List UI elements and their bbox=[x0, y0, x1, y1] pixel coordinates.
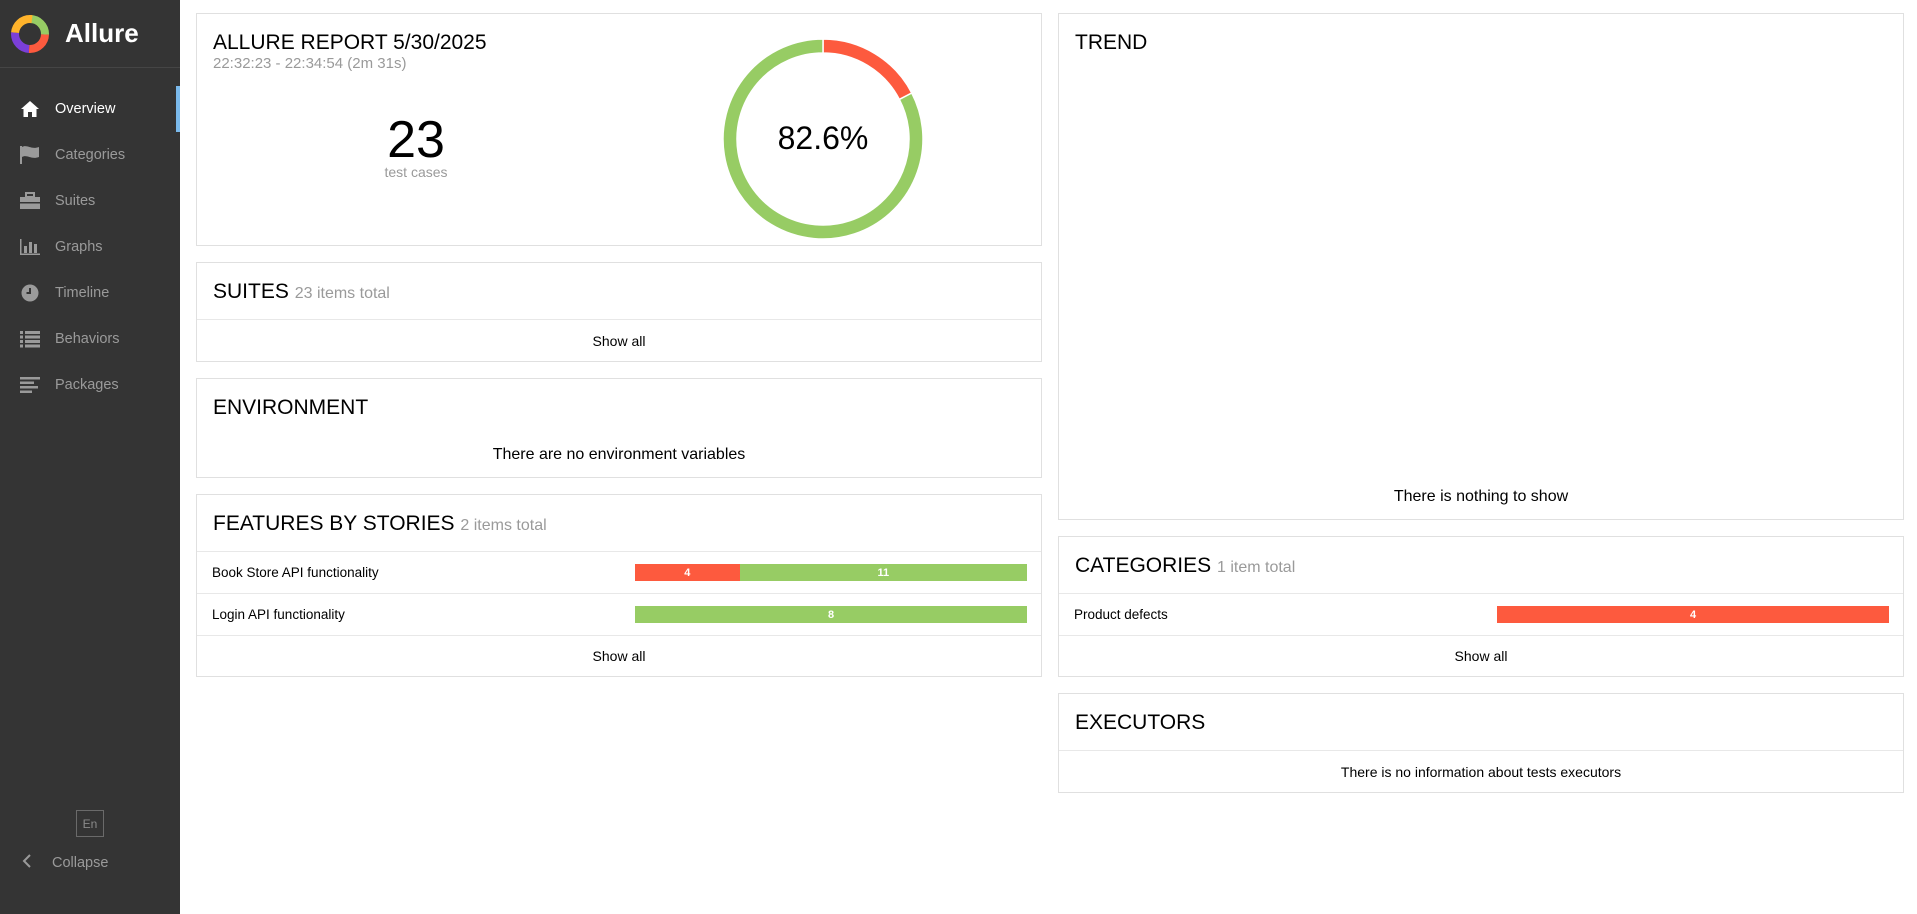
summary-widget: ALLURE REPORT 5/30/2025 22:32:23 - 22:34… bbox=[196, 13, 1042, 246]
feature-status-bar: 4 11 bbox=[635, 564, 1027, 581]
executors-empty-row: There is no information about tests exec… bbox=[1059, 750, 1903, 792]
feature-status-bar: 8 bbox=[635, 606, 1027, 623]
sidebar-item-label: Suites bbox=[55, 193, 96, 209]
home-icon bbox=[18, 98, 42, 120]
sidebar-item-categories[interactable]: Categories bbox=[0, 132, 180, 178]
flag-icon bbox=[18, 144, 42, 166]
categories-show-all-link[interactable]: Show all bbox=[1059, 635, 1903, 676]
category-name: Product defects bbox=[1074, 607, 1168, 622]
sidebar-item-label: Overview bbox=[55, 101, 116, 117]
bar-chart-icon bbox=[18, 236, 42, 258]
executors-empty-message: There is no information about tests exec… bbox=[1340, 763, 1622, 780]
donut-passed-slice[interactable] bbox=[723, 39, 923, 239]
suites-widget: SUITES 23 items total Show all bbox=[196, 262, 1042, 362]
sidebar-item-label: Graphs bbox=[55, 239, 103, 255]
environment-title: ENVIRONMENT bbox=[213, 396, 369, 419]
sidebar-item-label: Timeline bbox=[55, 285, 110, 301]
test-count: 23 bbox=[387, 111, 445, 169]
language-button[interactable]: En bbox=[76, 810, 104, 837]
clock-icon bbox=[18, 282, 42, 304]
environment-empty-message: There are no environment variables bbox=[492, 446, 746, 463]
suites-subtitle: 23 items total bbox=[294, 285, 390, 302]
feature-row[interactable]: Login API functionality 8 bbox=[197, 593, 1041, 635]
suites-title: SUITES 23 items total bbox=[213, 280, 390, 304]
features-title-text: FEATURES BY STORIES bbox=[213, 512, 455, 535]
suites-title-text: SUITES bbox=[213, 280, 289, 303]
sidebar-nav: Overview Categories Suites Graphs Timeli… bbox=[0, 86, 180, 408]
chevron-left-icon bbox=[22, 853, 32, 873]
executors-title: EXECUTORS bbox=[1075, 711, 1206, 734]
report-title: ALLURE REPORT 5/30/2025 bbox=[213, 31, 487, 54]
sidebar-item-graphs[interactable]: Graphs bbox=[0, 224, 180, 270]
align-left-icon bbox=[18, 374, 42, 396]
sidebar-item-label: Categories bbox=[55, 147, 126, 163]
brand[interactable]: Allure bbox=[0, 0, 180, 68]
sidebar-item-label: Packages bbox=[55, 377, 119, 393]
features-title: FEATURES BY STORIES 2 items total bbox=[213, 512, 547, 536]
trend-title: TREND bbox=[1075, 31, 1148, 54]
category-status-bar: 4 bbox=[1497, 606, 1889, 623]
pass-rate-text: 82.6% bbox=[777, 120, 869, 156]
categories-widget: CATEGORIES 1 item total Product defects … bbox=[1058, 536, 1904, 677]
executors-widget: EXECUTORS There is no information about … bbox=[1058, 693, 1904, 793]
feature-row[interactable]: Book Store API functionality 4 11 bbox=[197, 551, 1041, 593]
allure-logo-icon bbox=[11, 14, 49, 53]
sidebar-item-suites[interactable]: Suites bbox=[0, 178, 180, 224]
sidebar-item-label: Behaviors bbox=[55, 331, 120, 347]
sidebar-item-overview[interactable]: Overview bbox=[0, 86, 180, 132]
feature-name: Login API functionality bbox=[212, 607, 345, 622]
brand-name: Allure bbox=[65, 18, 139, 48]
report-time-range: 22:32:23 - 22:34:54 (2m 31s) bbox=[213, 55, 407, 72]
sidebar-item-packages[interactable]: Packages bbox=[0, 362, 180, 408]
categories-title: CATEGORIES 1 item total bbox=[1075, 554, 1295, 578]
passed-segment: 11 bbox=[739, 564, 1027, 581]
failed-segment: 4 bbox=[1497, 606, 1889, 623]
categories-title-text: CATEGORIES bbox=[1075, 554, 1212, 577]
features-subtitle: 2 items total bbox=[460, 517, 547, 534]
trend-widget: TREND There is nothing to show bbox=[1058, 13, 1904, 520]
trend-empty-message: There is nothing to show bbox=[1393, 488, 1569, 505]
failed-segment: 4 bbox=[635, 564, 740, 581]
feature-name: Book Store API functionality bbox=[212, 565, 379, 580]
briefcase-icon bbox=[18, 190, 42, 212]
list-icon bbox=[18, 328, 42, 350]
sidebar-item-behaviors[interactable]: Behaviors bbox=[0, 316, 180, 362]
sidebar-item-timeline[interactable]: Timeline bbox=[0, 270, 180, 316]
passed-segment: 8 bbox=[635, 606, 1027, 623]
sidebar: Allure Overview Categories Suites Graphs bbox=[0, 0, 180, 914]
collapse-label: Collapse bbox=[52, 855, 109, 871]
features-widget: FEATURES BY STORIES 2 items total Book S… bbox=[196, 494, 1042, 677]
suites-show-all-link[interactable]: Show all bbox=[197, 319, 1041, 361]
pass-rate-donut bbox=[723, 39, 923, 239]
donut-failed-slice[interactable] bbox=[822, 39, 913, 101]
features-show-all-link[interactable]: Show all bbox=[197, 635, 1041, 676]
test-count-label: test cases bbox=[384, 164, 448, 180]
collapse-button[interactable]: Collapse bbox=[0, 845, 108, 881]
category-row[interactable]: Product defects 4 bbox=[1059, 593, 1903, 635]
categories-subtitle: 1 item total bbox=[1216, 559, 1296, 576]
environment-widget: ENVIRONMENT There are no environment var… bbox=[196, 378, 1042, 478]
